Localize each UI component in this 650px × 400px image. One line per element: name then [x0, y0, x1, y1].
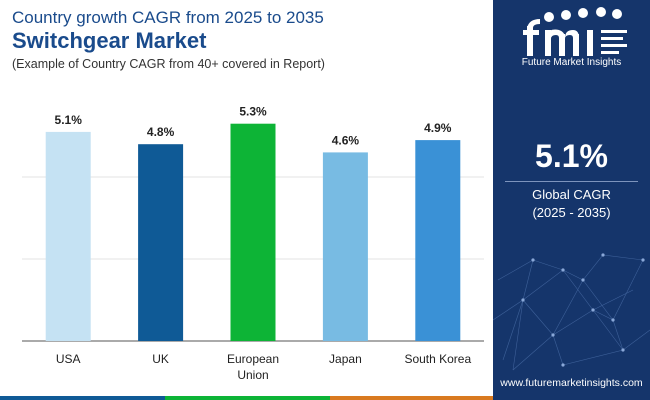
global-cagr-period: (2025 - 2035): [532, 205, 611, 220]
sidebar-panel: Future Market Insights 5.1% Global CAGR …: [493, 0, 650, 400]
category-label: USA: [56, 352, 81, 366]
data-label: 4.9%: [424, 121, 452, 135]
logo-icon: [523, 7, 627, 56]
category-label: South Korea: [404, 352, 471, 366]
category-label: European Union: [227, 352, 279, 382]
data-label: 5.3%: [239, 105, 267, 119]
global-cagr-label: Global CAGR: [532, 187, 611, 202]
accent-segment: [330, 396, 493, 400]
bottom-accent-line: [0, 396, 493, 400]
category-label: UK: [152, 352, 169, 366]
website-link[interactable]: www.futuremarketinsights.com: [500, 377, 643, 389]
bar-uk: [138, 144, 184, 341]
fmi-logo: Future Market Insights: [493, 4, 650, 74]
bar-usa: [45, 131, 91, 341]
bar-south-korea: [415, 140, 461, 341]
bar-japan: [322, 152, 368, 341]
data-label: 4.8%: [147, 125, 175, 139]
accent-segment: [165, 396, 330, 400]
network-decoration: [493, 253, 650, 371]
divider: [505, 181, 638, 182]
page-title: Switchgear Market: [12, 28, 207, 53]
page-title-line1: Country growth CAGR from 2025 to 2035: [12, 8, 324, 27]
accent-segment: [0, 396, 165, 400]
bar-chart: 5.1% USA 4.8% UK 5.3% European Union 4.6% Japan 4…: [22, 105, 484, 382]
category-label: Japan: [329, 352, 362, 366]
bar-european-union: [230, 123, 276, 341]
data-label: 4.6%: [332, 133, 360, 147]
page-subtitle: (Example of Country CAGR from 40+ covere…: [12, 57, 325, 71]
logo-text: Future Market Insights: [521, 57, 622, 68]
global-cagr-value: 5.1%: [535, 138, 608, 174]
data-label: 5.1%: [55, 113, 83, 127]
